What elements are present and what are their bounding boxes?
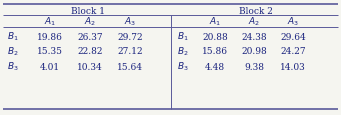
Text: 19.86: 19.86 [37,32,63,41]
Text: 4.48: 4.48 [205,62,225,71]
Text: $B_2$: $B_2$ [177,45,189,58]
Text: 14.03: 14.03 [280,62,306,71]
Text: 15.86: 15.86 [202,47,228,56]
Text: 26.37: 26.37 [77,32,103,41]
Text: 20.88: 20.88 [202,32,228,41]
Text: 22.82: 22.82 [77,47,103,56]
Text: 4.01: 4.01 [40,62,60,71]
Text: $A_1$: $A_1$ [209,16,221,28]
Text: 29.64: 29.64 [280,32,306,41]
Text: 27.12: 27.12 [117,47,143,56]
Text: 29.72: 29.72 [117,32,143,41]
Text: $A_1$: $A_1$ [44,16,56,28]
Text: $B_3$: $B_3$ [177,60,189,73]
Text: $A_3$: $A_3$ [287,16,299,28]
Text: 9.38: 9.38 [244,62,264,71]
Text: $A_3$: $A_3$ [124,16,136,28]
Text: 24.38: 24.38 [241,32,267,41]
Text: 15.64: 15.64 [117,62,143,71]
Text: 24.27: 24.27 [280,47,306,56]
Text: Block 1: Block 1 [71,6,105,15]
Text: $B_1$: $B_1$ [177,30,189,43]
Text: $A_2$: $A_2$ [248,16,260,28]
Text: 15.35: 15.35 [37,47,63,56]
Text: $A_2$: $A_2$ [84,16,96,28]
Text: $B_1$: $B_1$ [7,30,19,43]
Text: $B_3$: $B_3$ [7,60,19,73]
Text: Block 2: Block 2 [239,6,273,15]
Text: 10.34: 10.34 [77,62,103,71]
Text: 20.98: 20.98 [241,47,267,56]
Text: $B_2$: $B_2$ [7,45,19,58]
